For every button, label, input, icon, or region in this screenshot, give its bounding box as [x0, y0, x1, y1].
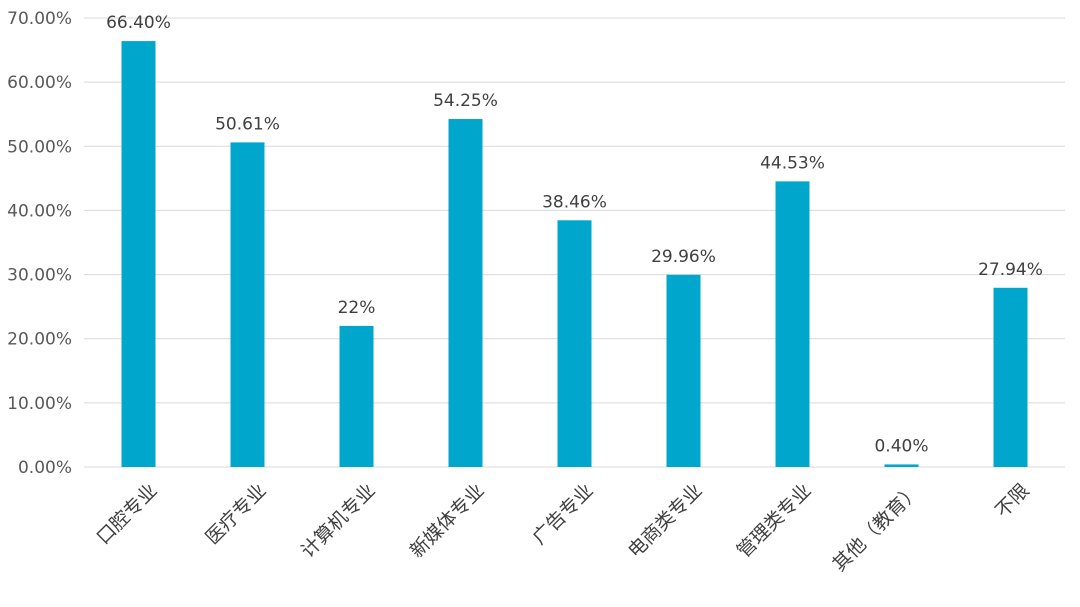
data-label: 38.46% — [542, 192, 607, 212]
y-tick-label: 50.00% — [7, 137, 72, 157]
y-tick-label: 0.00% — [18, 458, 72, 478]
bar — [884, 464, 919, 467]
x-category-label: 管理类专业 — [733, 480, 816, 563]
bar — [666, 274, 701, 467]
data-label: 44.53% — [760, 153, 825, 173]
x-category-label: 不限 — [991, 480, 1033, 522]
x-category-label: 医疗专业 — [201, 480, 270, 549]
bar — [121, 41, 156, 467]
bar — [230, 142, 265, 468]
x-category-label: 口腔专业 — [92, 480, 161, 549]
data-label: 50.61% — [215, 114, 280, 134]
y-tick-label: 60.00% — [7, 73, 72, 93]
bar — [775, 181, 810, 467]
bar — [993, 287, 1028, 467]
x-category-label: 广告专业 — [528, 480, 597, 549]
y-tick-label: 30.00% — [7, 266, 72, 286]
bar — [339, 325, 374, 467]
x-category-label: 新媒体专业 — [406, 480, 489, 563]
y-tick-label: 20.00% — [7, 330, 72, 350]
x-category-label: 其他（教育） — [828, 480, 924, 576]
bars — [121, 41, 1028, 468]
bar — [448, 119, 483, 468]
data-label: 27.94% — [978, 260, 1043, 280]
y-tick-label: 40.00% — [7, 201, 72, 221]
x-axis-category-labels: 口腔专业 医疗专业 计算机专业 新媒体专业 广告专业 电商类专业 管理类专业 其他（教育） 不限 — [92, 480, 1033, 576]
bar — [557, 220, 592, 467]
data-label: 54.25% — [433, 91, 498, 111]
data-labels: 66.40% 50.61% 22% 54.25% 38.46% 29.96% 44.53% 0… — [106, 13, 1043, 456]
data-label: 0.40% — [874, 436, 928, 456]
data-label: 29.96% — [651, 247, 716, 267]
data-label: 66.40% — [106, 13, 171, 33]
y-axis-tick-labels: 0.00% 10.00% 20.00% 30.00% 40.00% 50.00% 60.00… — [7, 9, 72, 478]
y-tick-label: 10.00% — [7, 394, 72, 414]
x-category-label: 计算机专业 — [297, 480, 380, 563]
data-label: 22% — [338, 298, 376, 318]
x-category-label: 电商类专业 — [624, 480, 707, 563]
y-tick-label: 70.00% — [7, 9, 72, 29]
